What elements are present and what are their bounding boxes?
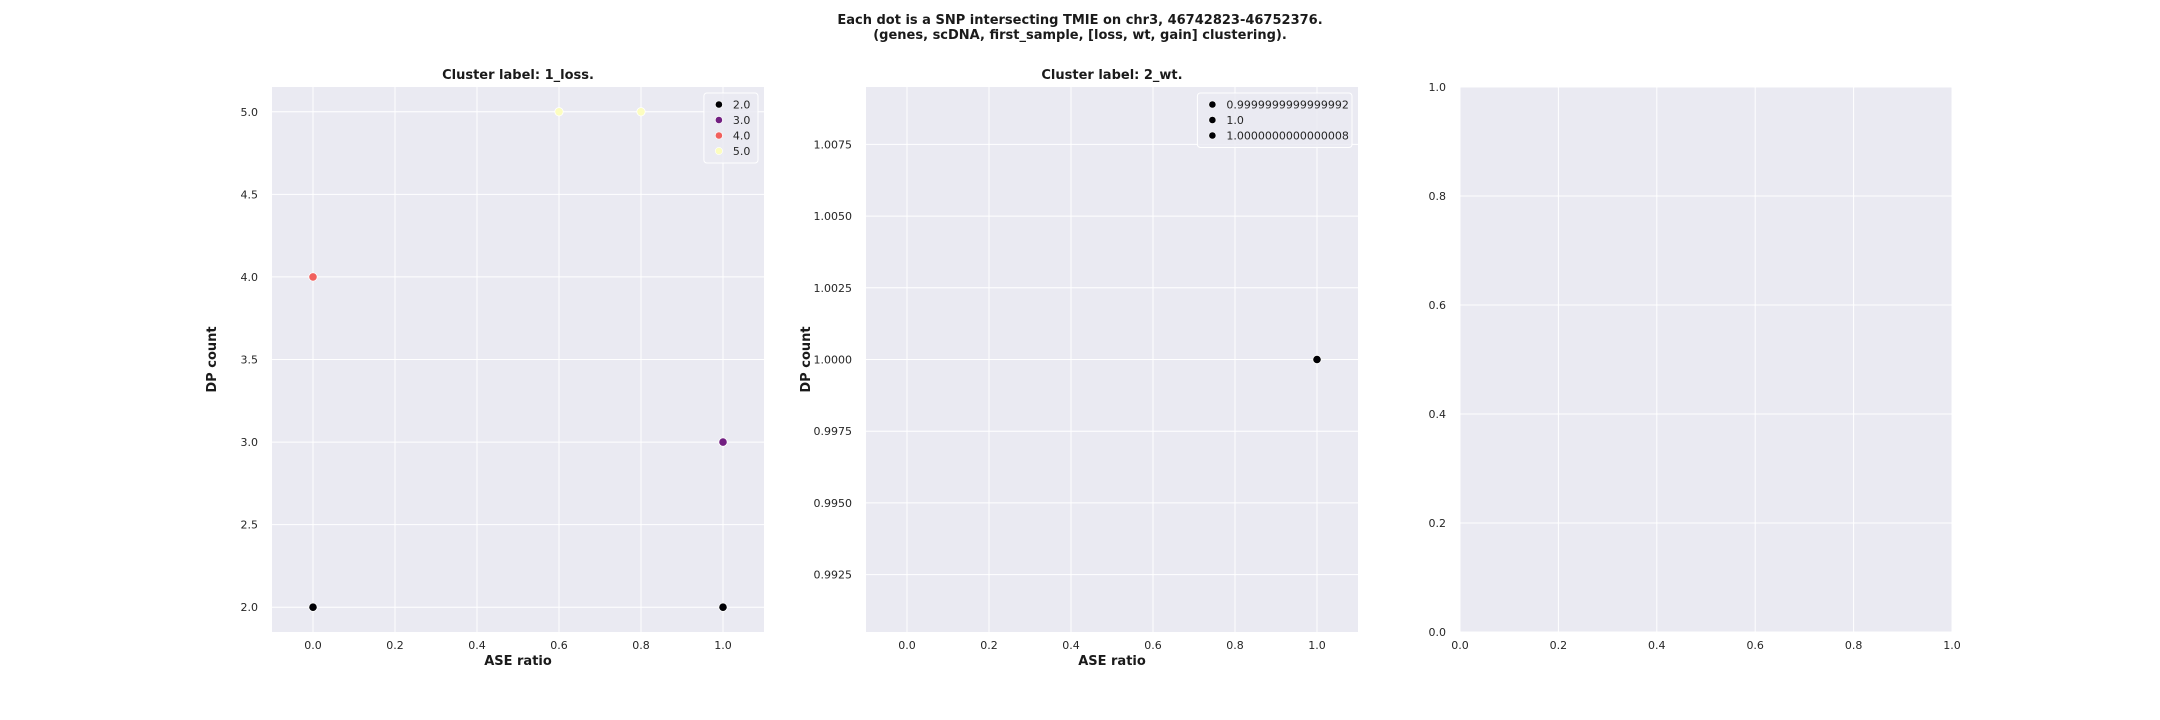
- y-tick-label: 1.0: [1429, 81, 1447, 94]
- y-tick-label: 1.0000: [814, 354, 853, 367]
- legend-entry-label: 4.0: [733, 130, 751, 143]
- y-tick-label: 1.0025: [814, 282, 853, 295]
- y-tick-label: 0.4: [1429, 408, 1447, 421]
- y-tick-label: 0.2: [1429, 517, 1447, 530]
- legend-entry-label: 3.0: [733, 114, 751, 127]
- scatter-point: [636, 107, 646, 117]
- x-tick-label: 0.4: [468, 639, 486, 652]
- legend-marker: [1208, 100, 1217, 109]
- legend-marker: [715, 116, 723, 124]
- panel-1: 0.0 0.2 0.4 0.6 0.8 1.0 2.0 2.5 3.0 3.5 4.0 4.5 5.0 C…: [205, 68, 764, 669]
- y-tick-label: 0.9975: [814, 425, 853, 438]
- y-tick-label: 0.8: [1429, 190, 1447, 203]
- scatter-point: [718, 602, 728, 612]
- scatter-point: [308, 272, 318, 282]
- scatter-point: [1312, 354, 1322, 365]
- y-tick-label: 1.0050: [814, 210, 853, 223]
- legend-frame: [703, 92, 759, 164]
- figure-title-line-1: Each dot is a SNP intersecting TMIE on c…: [837, 13, 1322, 28]
- y-tick-label: 2.5: [241, 519, 259, 532]
- y-axis-label: DP count: [205, 326, 220, 392]
- legend: 2.0 3.0 4.0 5.0: [703, 92, 759, 164]
- y-tick-label: 1.0075: [814, 138, 853, 151]
- legend-entry-label: 0.9999999999999992: [1226, 99, 1348, 112]
- legend-entry-label: 1.0: [1226, 114, 1244, 127]
- y-tick-label: 3.0: [241, 436, 259, 449]
- chart-panels: 0.0 0.2 0.4 0.6 0.8 1.0 2.0 2.5 3.0 3.5 4.0 4.5 5.0 C…: [205, 68, 1961, 669]
- x-axis-label: ASE ratio: [484, 654, 552, 669]
- x-tick-label: 0.4: [1062, 639, 1080, 652]
- panel-title: Cluster label: 2_wt.: [1041, 68, 1182, 83]
- x-tick-label: 0.0: [1451, 639, 1469, 652]
- x-tick-label: 0.8: [632, 639, 650, 652]
- legend: 0.9999999999999992 1.0 1.0000000000000008: [1196, 92, 1353, 148]
- legend-marker: [715, 131, 723, 140]
- panel-3: 0.0 0.2 0.4 0.6 0.8 1.0 0.0 0.2 0.4 0.6 0.8 1.0: [1429, 81, 1961, 652]
- y-tick-label: 5.0: [241, 106, 259, 119]
- legend-entry-label: 1.0000000000000008: [1226, 130, 1348, 143]
- y-tick-label: 0.9925: [814, 569, 853, 582]
- y-tick-label: 0.9950: [814, 497, 853, 510]
- x-tick-label: 0.2: [1550, 639, 1568, 652]
- x-tick-label: 0.6: [1144, 639, 1162, 652]
- scatter-point: [554, 107, 564, 117]
- panel-title: Cluster label: 1_loss.: [442, 68, 594, 83]
- x-tick-label: 0.6: [550, 639, 568, 652]
- scatter-point: [718, 437, 728, 447]
- legend-entry-label: 2.0: [733, 99, 751, 112]
- legend-marker: [1208, 116, 1217, 124]
- x-tick-label: 0.2: [980, 639, 998, 652]
- y-tick-label: 0.6: [1429, 299, 1447, 312]
- y-tick-label: 0.0: [1429, 626, 1447, 639]
- legend-entry-label: 5.0: [733, 145, 751, 158]
- x-tick-label: 0.4: [1648, 639, 1666, 652]
- scatter-point: [308, 602, 318, 612]
- x-tick-label: 0.8: [1226, 639, 1244, 652]
- x-tick-label: 1.0: [714, 639, 732, 652]
- legend-frame: [1196, 92, 1353, 148]
- x-axis-label: ASE ratio: [1078, 654, 1146, 669]
- legend-marker: [715, 100, 723, 109]
- x-tick-label: 0.2: [386, 639, 404, 652]
- x-tick-label: 0.0: [898, 639, 916, 652]
- y-tick-label: 4.0: [241, 271, 259, 284]
- x-tick-label: 0.6: [1746, 639, 1764, 652]
- panel-2: 0.0 0.2 0.4 0.6 0.8 1.00.99250.99500.99751.00…: [799, 68, 1358, 669]
- x-tick-label: 1.0: [1943, 639, 1961, 652]
- legend-marker: [715, 147, 723, 155]
- x-tick-label: 0.8: [1845, 639, 1863, 652]
- x-tick-label: 1.0: [1308, 639, 1326, 652]
- y-tick-label: 2.0: [241, 601, 259, 614]
- figure-title-line-2: (genes, scDNA, first_sample, [loss, wt, …: [873, 28, 1287, 43]
- legend-marker: [1208, 131, 1217, 140]
- y-tick-label: 4.5: [241, 188, 259, 201]
- y-tick-label: 3.5: [241, 354, 259, 367]
- y-axis-label: DP count: [799, 326, 814, 392]
- x-tick-label: 0.0: [304, 639, 322, 652]
- axes-background: [1460, 87, 1952, 632]
